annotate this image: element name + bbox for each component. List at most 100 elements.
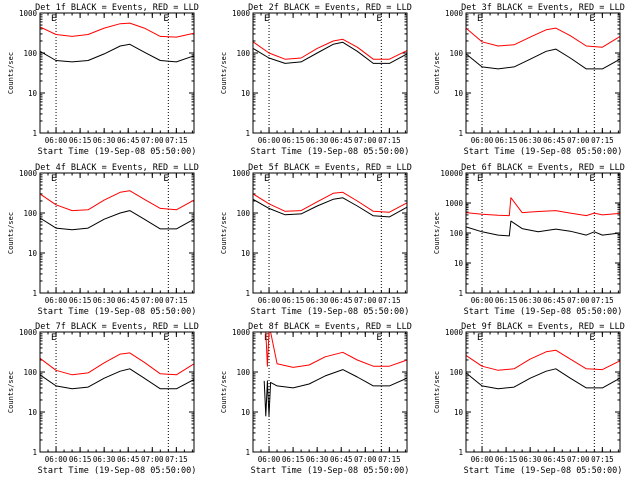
- x-tick-label: 06:30: [93, 455, 116, 464]
- x-tick-label: 07:00: [141, 455, 164, 464]
- series-lld-line: [39, 190, 195, 212]
- event-marker-label: E: [477, 14, 482, 24]
- x-tick-label: 06:15: [282, 455, 305, 464]
- x-tick-label: 07:00: [567, 296, 590, 305]
- chart-panel-9: Det 9f BLACK = Events, RED = LLD Counts/s…: [433, 322, 625, 476]
- y-tick-label: 1: [245, 289, 250, 298]
- plot-frame: [465, 12, 621, 134]
- series-events-line: [252, 197, 408, 218]
- x-axis-label: Start Time (19-Sep-08 05:50:00): [251, 466, 410, 476]
- x-axis-label: Start Time (19-Sep-08 05:50:00): [38, 466, 197, 476]
- chart-title: Det 9f BLACK = Events, RED = LLD: [461, 322, 625, 332]
- y-tick-label: 10: [28, 89, 38, 98]
- x-axis-label: Start Time (19-Sep-08 05:50:00): [251, 307, 410, 317]
- chart-title: Det 4f BLACK = Events, RED = LLD: [35, 163, 199, 173]
- x-axis-label: Start Time (19-Sep-08 05:50:00): [38, 307, 197, 317]
- x-tick-label: 07:00: [141, 296, 164, 305]
- x-tick-label: 06:00: [45, 296, 68, 305]
- chart-panel-4: Det 4f BLACK = Events, RED = LLD Counts/s…: [7, 163, 199, 317]
- series-lld-line: [465, 349, 621, 371]
- y-tick-label: 1000: [232, 328, 251, 337]
- event-marker-label: E: [264, 333, 269, 343]
- x-tick-label: 06:00: [258, 296, 281, 305]
- x-tick-label: 06:15: [69, 455, 92, 464]
- y-axis-label: Counts/sec: [433, 212, 441, 254]
- chart-title: Det 3f BLACK = Events, RED = LLD: [461, 3, 625, 13]
- x-tick-label: 06:45: [330, 136, 353, 145]
- x-tick-label: 06:15: [495, 296, 518, 305]
- event-marker-label: E: [264, 174, 269, 184]
- series-events-line: [39, 210, 195, 231]
- event-marker-label: E: [163, 174, 168, 184]
- y-tick-label: 10: [241, 408, 251, 417]
- x-tick-label: 06:15: [69, 296, 92, 305]
- y-tick-label: 1: [245, 129, 250, 138]
- x-tick-label: 06:45: [117, 455, 140, 464]
- x-tick-label: 06:30: [519, 136, 542, 145]
- x-tick-label: 06:00: [471, 136, 494, 145]
- x-axis-label: Start Time (19-Sep-08 05:50:00): [251, 147, 410, 157]
- chart-title: Det 6f BLACK = Events, RED = LLD: [461, 163, 625, 173]
- x-tick-label: 07:15: [378, 296, 401, 305]
- event-marker-label: E: [51, 333, 56, 343]
- y-tick-label: 10: [241, 89, 251, 98]
- event-marker-label: E: [163, 14, 168, 24]
- event-marker-label: E: [376, 174, 381, 184]
- event-marker-label: E: [51, 174, 56, 184]
- x-tick-label: 06:00: [45, 136, 68, 145]
- event-marker-label: E: [163, 333, 168, 343]
- series-lld-line: [39, 352, 195, 376]
- plot-frame: [39, 331, 195, 453]
- x-tick-label: 06:15: [495, 136, 518, 145]
- chart-title: Det 1f BLACK = Events, RED = LLD: [35, 3, 199, 13]
- x-tick-label: 07:15: [591, 296, 614, 305]
- y-tick-label: 100: [23, 368, 37, 377]
- x-tick-label: 06:30: [93, 136, 116, 145]
- series-events-line: [465, 48, 621, 70]
- y-axis-label: Counts/sec: [220, 212, 228, 254]
- x-tick-label: 06:15: [282, 296, 305, 305]
- chart-title: Det 7f BLACK = Events, RED = LLD: [35, 322, 199, 332]
- event-marker-label: E: [589, 174, 594, 184]
- y-axis-label: Counts/sec: [7, 212, 15, 254]
- y-tick-label: 100: [236, 209, 250, 218]
- y-tick-label: 1: [32, 289, 37, 298]
- x-tick-label: 07:00: [354, 296, 377, 305]
- x-tick-label: 06:45: [543, 296, 566, 305]
- y-axis-label: Counts/sec: [433, 371, 441, 413]
- y-tick-label: 1000: [445, 9, 464, 18]
- y-tick-label: 1000: [232, 169, 251, 178]
- y-tick-label: 10: [454, 89, 464, 98]
- y-tick-label: 10: [454, 259, 464, 268]
- x-axis-label: Start Time (19-Sep-08 05:50:00): [464, 307, 623, 317]
- y-tick-label: 100: [449, 229, 463, 238]
- x-tick-label: 06:00: [471, 296, 494, 305]
- y-tick-label: 100: [449, 368, 463, 377]
- event-marker-label: E: [589, 333, 594, 343]
- y-tick-label: 1000: [445, 199, 464, 208]
- chart-panel-6: Det 6f BLACK = Events, RED = LLD Counts/s…: [433, 163, 625, 317]
- y-tick-label: 1000: [19, 9, 38, 18]
- y-tick-label: 100: [23, 49, 37, 58]
- x-tick-label: 07:15: [591, 136, 614, 145]
- x-tick-label: 06:30: [519, 296, 542, 305]
- series-lld-line: [39, 22, 195, 38]
- chart-panel-5: Det 5f BLACK = Events, RED = LLD Counts/s…: [220, 163, 412, 317]
- x-tick-label: 07:15: [378, 136, 401, 145]
- event-marker-label: E: [376, 14, 381, 24]
- plot-frame: [252, 331, 408, 453]
- x-tick-label: 06:30: [306, 296, 329, 305]
- x-tick-label: 06:30: [93, 296, 116, 305]
- x-tick-label: 06:45: [117, 136, 140, 145]
- y-tick-label: 10: [28, 408, 38, 417]
- y-axis-label: Counts/sec: [7, 52, 15, 94]
- chart-panel-8: Det 8f BLACK = Events, RED = LLD Counts/s…: [220, 322, 412, 476]
- series-events-line: [465, 220, 621, 237]
- series-lld-line: [252, 38, 408, 60]
- y-tick-label: 10: [454, 408, 464, 417]
- x-tick-label: 06:00: [471, 455, 494, 464]
- x-tick-label: 06:30: [306, 455, 329, 464]
- series-lld-line: [264, 331, 408, 368]
- y-tick-label: 1000: [445, 328, 464, 337]
